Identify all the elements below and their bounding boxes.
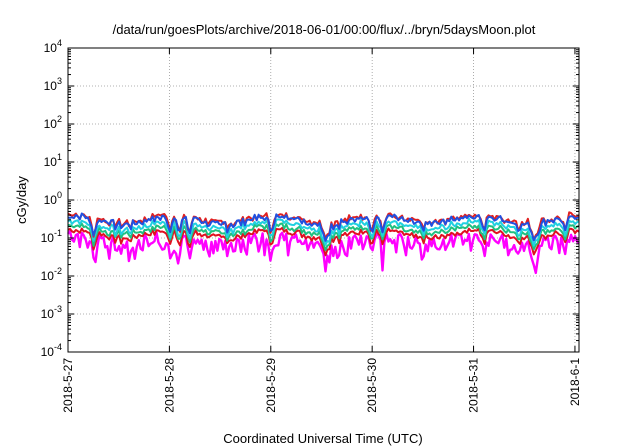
y-tick-label: 10-2 — [41, 266, 62, 283]
series-line — [67, 229, 580, 275]
x-tick-label: 2018-5-28 — [162, 358, 176, 413]
x-tick-label: 2018-5-29 — [264, 358, 278, 413]
series-line — [67, 226, 580, 257]
x-tick-label: 2018-5-31 — [467, 358, 481, 413]
x-tick-label: 2018-5-30 — [365, 358, 379, 413]
x-tick-label: 2018-6-1 — [568, 358, 582, 406]
series-line — [67, 217, 580, 247]
y-tick-label: 10-1 — [41, 228, 62, 245]
chart-title: /data/run/goesPlots/archive/2018-06-01/0… — [113, 22, 536, 37]
series-line — [67, 212, 580, 242]
y-tick-label: 101 — [44, 152, 62, 169]
y-tick-label: 10-3 — [41, 304, 62, 321]
y-axis: 104 103 102 101 100 10-1 10-2 10-3 10-4 — [41, 38, 579, 359]
y-tick-label: 102 — [44, 114, 62, 131]
y-tick-label: 10-4 — [41, 342, 62, 359]
series-line — [67, 222, 580, 252]
series-group — [67, 211, 580, 275]
grid — [67, 47, 579, 353]
x-axis: 2018-5-27 2018-5-28 2018-5-29 2018-5-30 2018… — [61, 48, 582, 413]
y-tick-label: 100 — [44, 190, 62, 207]
y-tick-label: 103 — [44, 76, 62, 93]
y-tick-label: 104 — [44, 38, 62, 55]
x-tick-label: 2018-5-27 — [61, 358, 75, 413]
x-axis-label: Coordinated Universal Time (UTC) — [223, 431, 422, 446]
y-axis-label: cGy/day — [14, 176, 29, 224]
